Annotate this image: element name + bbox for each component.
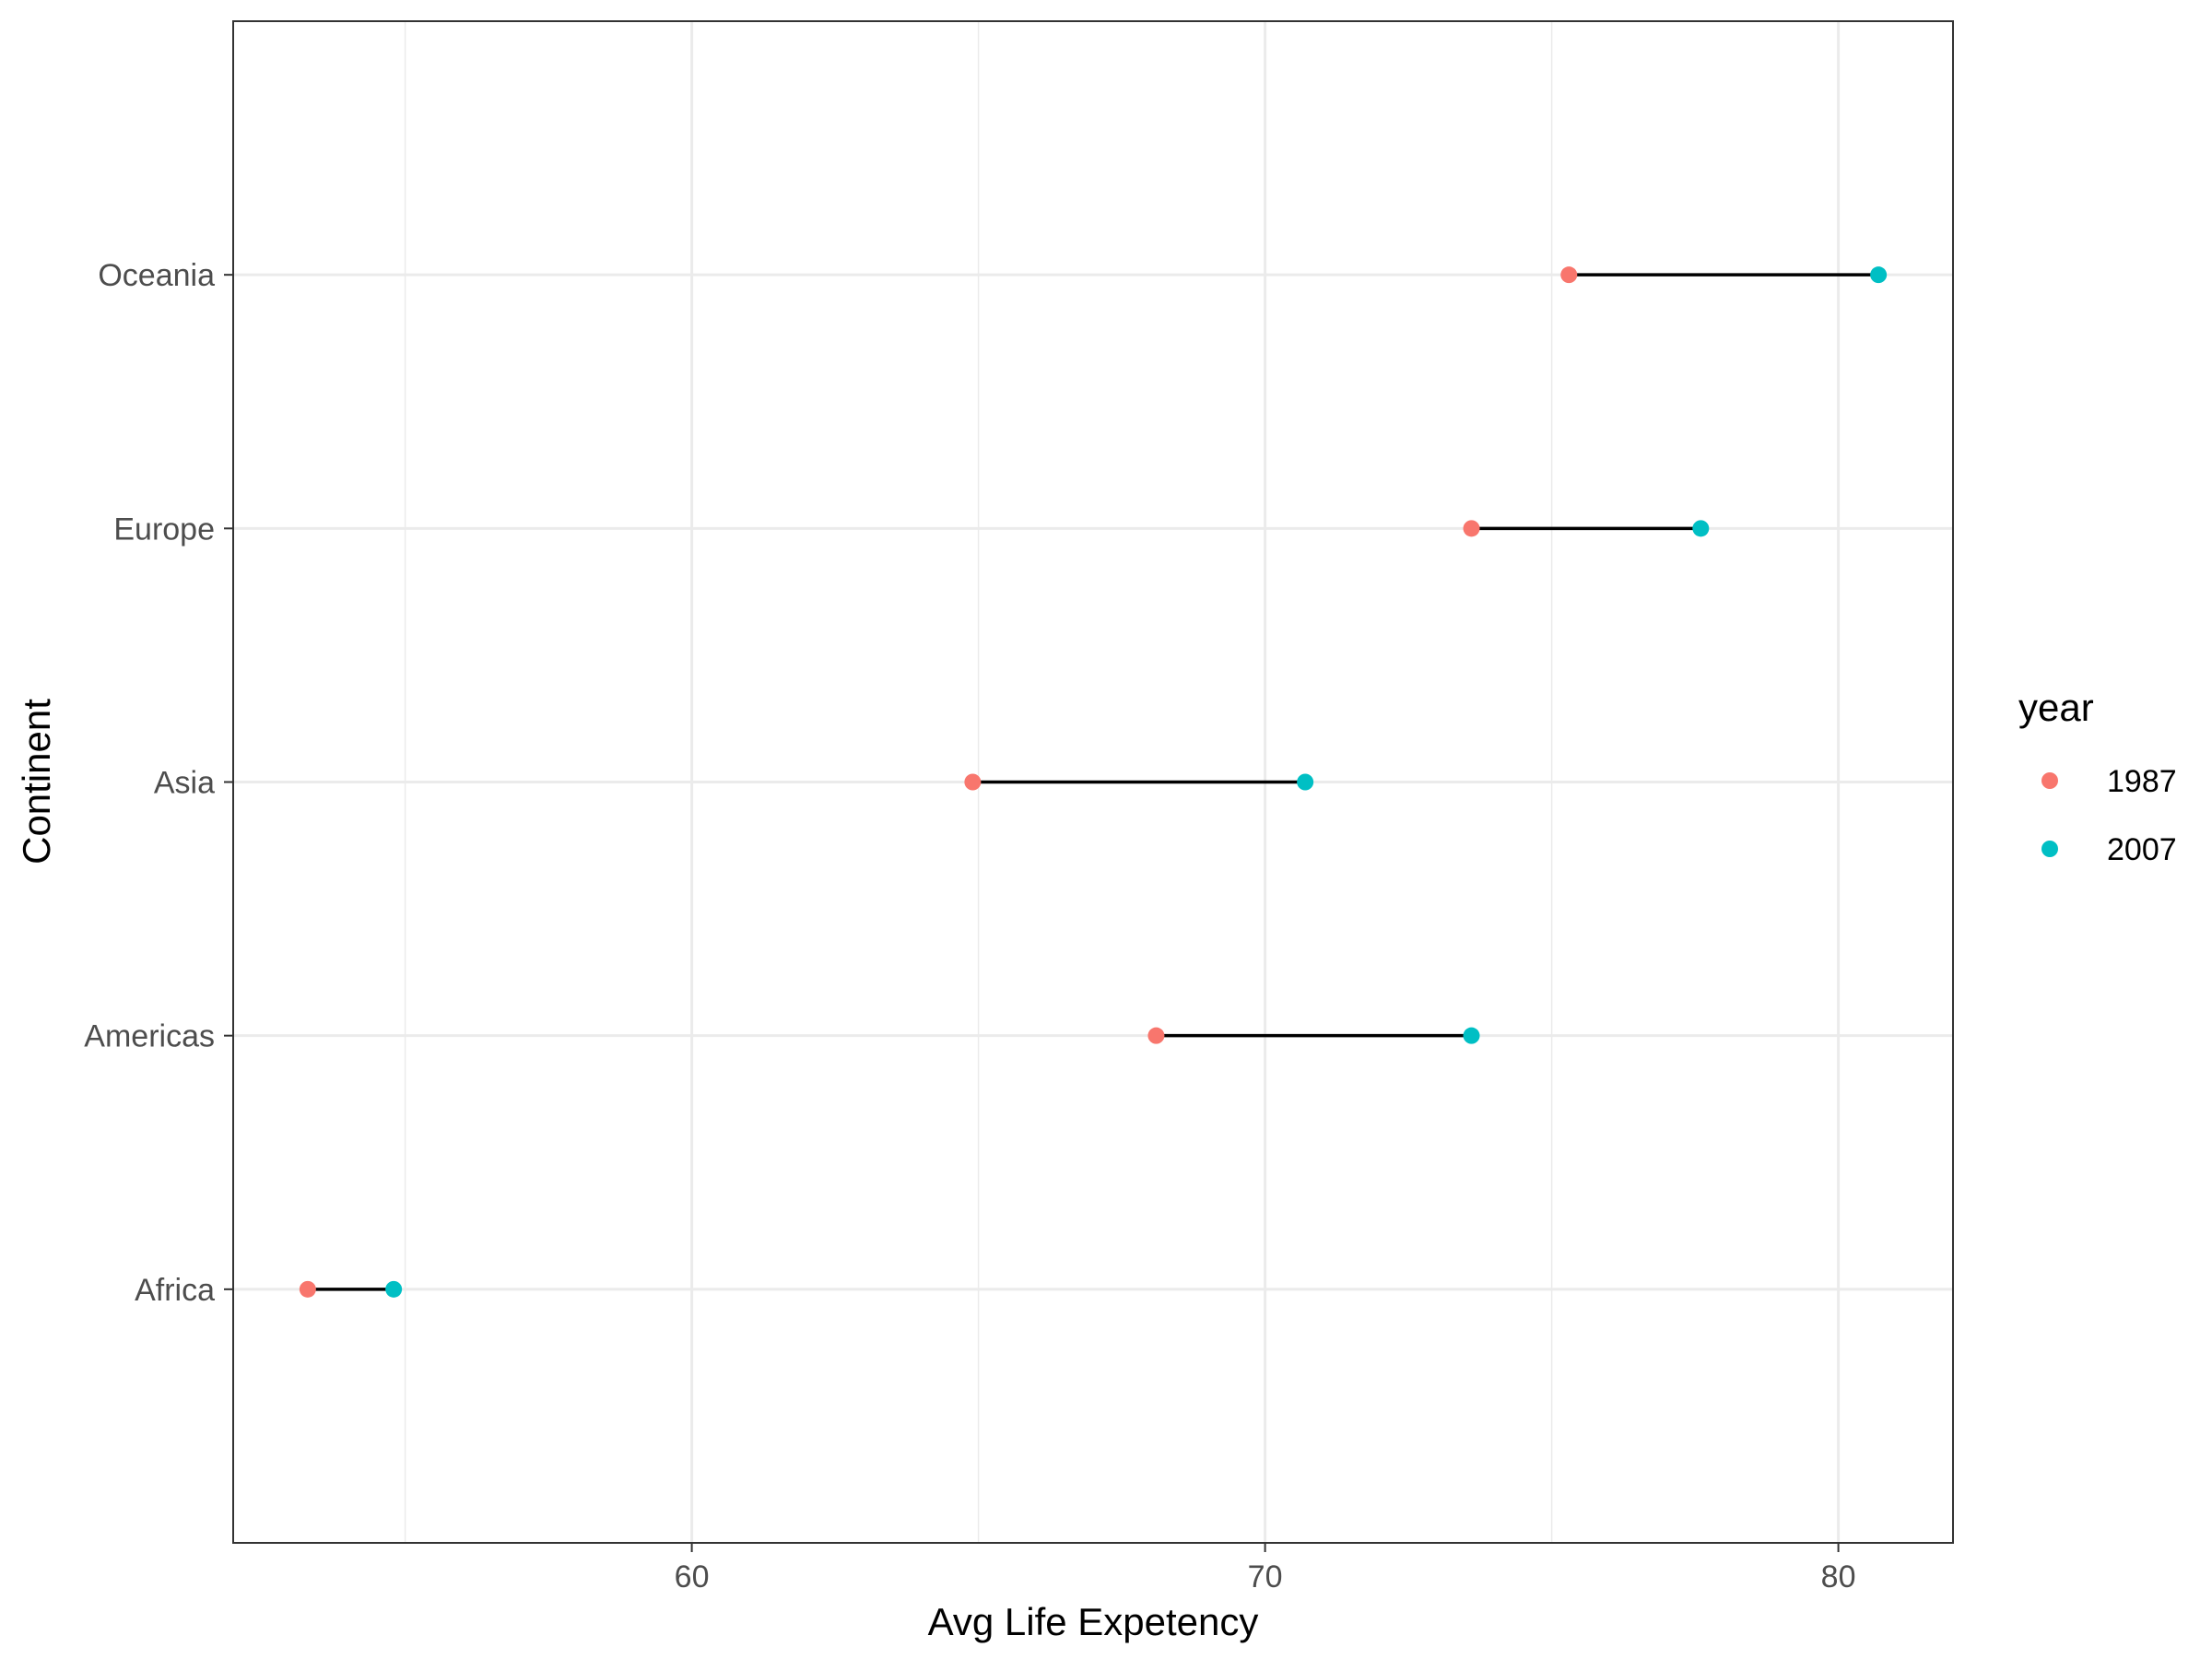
- data-point-2007: [1692, 520, 1710, 537]
- data-point-2007: [1463, 1027, 1480, 1044]
- y-tick-label: Americas: [84, 1019, 215, 1054]
- data-points: [299, 266, 1888, 1298]
- x-axis-title: Avg Life Expetency: [928, 1600, 1259, 1643]
- connector-lines: [307, 273, 1879, 1291]
- y-axis-title: Continent: [15, 699, 58, 865]
- data-point-1987: [1560, 266, 1578, 284]
- axis-ticks: 60 70 80 Africa Americas Asia Europe Oceania: [84, 258, 1855, 1594]
- data-point-1987: [1463, 520, 1480, 537]
- x-tick-label: 80: [1821, 1559, 1856, 1594]
- legend-items: 1987 2007: [2041, 764, 2177, 867]
- data-point-1987: [1147, 1027, 1165, 1044]
- legend: year 1987 2007: [2018, 686, 2177, 867]
- y-tick-label: Africa: [135, 1273, 215, 1308]
- legend-key-1987: [2041, 772, 2058, 789]
- data-point-1987: [299, 1280, 316, 1298]
- data-point-2007: [1870, 266, 1888, 284]
- y-tick-label: Oceania: [98, 258, 215, 293]
- y-tick-label: Asia: [154, 766, 215, 801]
- data-point-1987: [964, 773, 982, 791]
- legend-title: year: [2018, 686, 2094, 729]
- legend-label: 1987: [2107, 764, 2177, 799]
- data-point-2007: [1297, 773, 1314, 791]
- x-tick-label: 70: [1248, 1559, 1283, 1594]
- legend-label: 2007: [2107, 832, 2177, 867]
- legend-key-2007: [2041, 841, 2058, 857]
- data-point-2007: [385, 1280, 403, 1298]
- x-tick-label: 60: [675, 1559, 710, 1594]
- y-tick-label: Europe: [113, 512, 215, 547]
